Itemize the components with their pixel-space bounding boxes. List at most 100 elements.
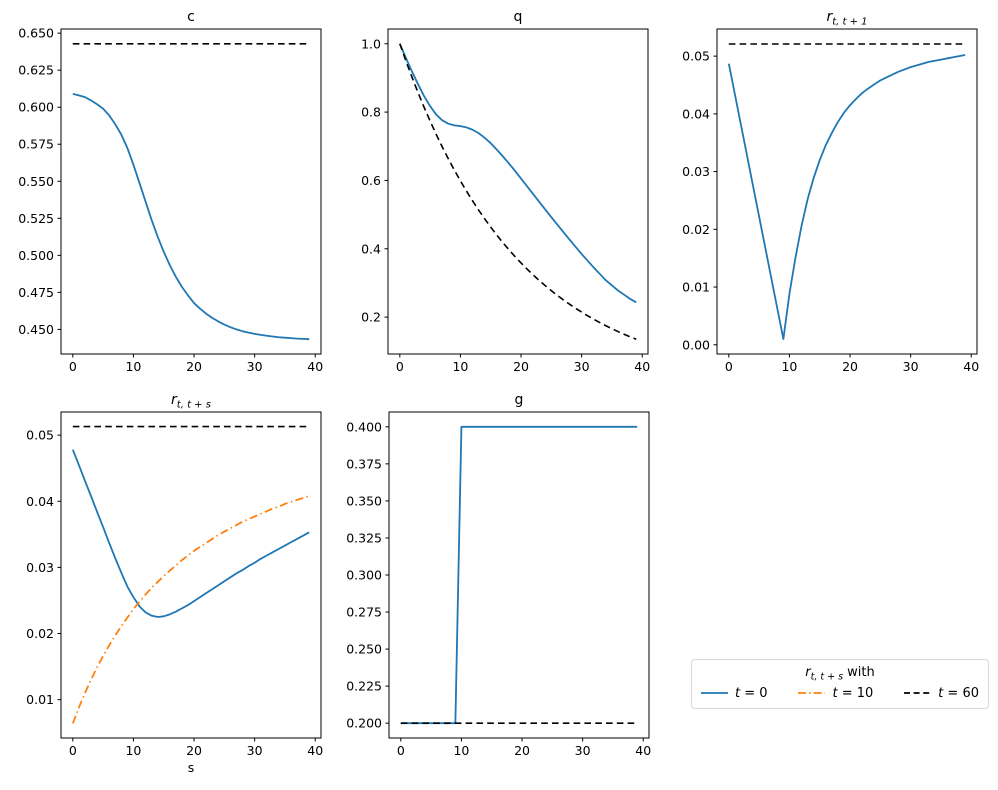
legend: rt, t + s with t = 0 t = 10 t = 60 [691, 659, 989, 709]
y-tick-label: 0.200 [346, 716, 382, 731]
x-tick-label: 40 [963, 359, 979, 374]
x-tick-label: 10 [125, 359, 141, 374]
y-tick-label: 0.475 [18, 285, 54, 300]
y-tick-label: 0.400 [346, 419, 382, 434]
g-series-response [400, 425, 638, 725]
legend-label-t0: t = 0 [735, 685, 768, 701]
y-tick-label: 0.8 [361, 105, 381, 120]
y-tick-label: 0.01 [26, 692, 54, 707]
x-tick-label: 20 [186, 359, 202, 374]
x-tick-label: 30 [575, 743, 591, 758]
x-tick-label: 40 [635, 743, 651, 758]
r_t_t1-series-response [727, 54, 966, 340]
c-axes-frame [60, 28, 322, 355]
y-tick-label: 0.350 [346, 493, 382, 508]
legend-title-var: r [805, 665, 811, 681]
x-tick-label: 0 [397, 743, 405, 758]
y-tick-label: 0.450 [18, 322, 54, 337]
x-tick-label: 40 [634, 359, 650, 374]
r_t_ts-series-t0 [71, 449, 310, 618]
y-tick-label: 0.05 [26, 428, 54, 443]
y-tick-label: 0.600 [18, 100, 54, 115]
x-tick-label: 0 [725, 359, 733, 374]
c-series-response [72, 93, 310, 341]
r_t_t1-axes-frame [716, 28, 978, 355]
y-tick-label: 0.525 [18, 211, 54, 226]
y-tick-label: 0.650 [18, 26, 54, 41]
x-tick-label: 40 [307, 359, 323, 374]
y-tick-label: 1.0 [361, 36, 381, 51]
y-tick-label: 0.225 [346, 679, 382, 694]
x-tick-label: 10 [452, 359, 468, 374]
x-tick-label: 30 [247, 359, 263, 374]
y-tick-label: 0.00 [682, 337, 710, 352]
legend-title-subscript: t, t + s [810, 671, 844, 683]
r_t_ts-xlabel: s [188, 760, 195, 775]
x-tick-label: 0 [396, 359, 404, 374]
x-tick-label: 20 [513, 359, 529, 374]
r_t_ts-axes-frame [60, 411, 322, 739]
y-tick-label: 0.625 [18, 63, 54, 78]
r_t_ts-title: rt, t + s [171, 392, 211, 411]
r_t_ts-series-t10 [71, 495, 310, 724]
r_t_t1-title: rt, t + 1 [826, 9, 867, 28]
legend-label-t10: t = 10 [832, 685, 874, 701]
x-tick-label: 10 [453, 743, 469, 758]
g-axes-frame [388, 411, 650, 739]
y-tick-label: 0.02 [682, 222, 710, 237]
x-tick-label: 20 [842, 359, 858, 374]
y-tick-label: 0.4 [361, 241, 381, 256]
y-tick-label: 0.250 [346, 642, 382, 657]
y-tick-label: 0.03 [26, 560, 54, 575]
x-tick-label: 40 [307, 743, 323, 758]
y-tick-label: 0.375 [346, 456, 382, 471]
c-title: c [187, 9, 195, 25]
legend-entries: t = 0 t = 10 t = 60 [701, 686, 979, 701]
x-tick-label: 30 [903, 359, 919, 374]
y-tick-label: 0.01 [682, 280, 710, 295]
y-tick-label: 0.04 [26, 494, 54, 509]
y-tick-label: 0.02 [26, 626, 54, 641]
x-tick-label: 0 [69, 359, 77, 374]
x-tick-label: 20 [514, 743, 530, 758]
y-tick-label: 0.6 [361, 173, 381, 188]
g-title: g [515, 392, 524, 408]
y-tick-label: 0.05 [682, 49, 710, 64]
legend-title: rt, t + s with [701, 665, 979, 683]
legend-entry-t60: t = 60 [904, 686, 979, 701]
x-tick-label: 30 [574, 359, 590, 374]
y-tick-label: 0.325 [346, 530, 382, 545]
legend-line-dashdot-icon [798, 692, 826, 695]
legend-line-solid-icon [701, 692, 728, 695]
x-tick-label: 10 [781, 359, 797, 374]
q-title: q [514, 9, 523, 25]
legend-line-dashed-icon [904, 692, 932, 695]
y-tick-label: 0.500 [18, 248, 54, 263]
y-tick-label: 0.03 [682, 164, 710, 179]
legend-entry-t10: t = 10 [798, 686, 873, 701]
y-tick-label: 0.2 [361, 310, 381, 325]
x-tick-label: 0 [69, 743, 77, 758]
y-tick-label: 0.550 [18, 174, 54, 189]
y-tick-label: 0.300 [346, 568, 382, 583]
legend-entry-t0: t = 0 [701, 686, 768, 701]
x-tick-label: 30 [247, 743, 263, 758]
x-tick-label: 20 [186, 743, 202, 758]
x-tick-label: 10 [125, 743, 141, 758]
q-series-response [398, 43, 637, 304]
q-series-benchmark [399, 43, 637, 340]
y-tick-label: 0.275 [346, 605, 382, 620]
q-axes-frame [387, 28, 649, 355]
legend-label-t60: t = 60 [938, 685, 979, 701]
